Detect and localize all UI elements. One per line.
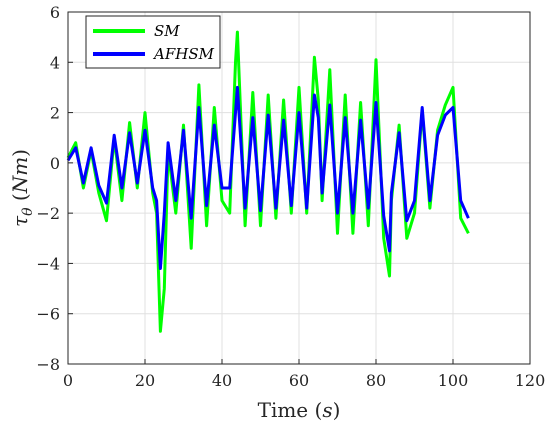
x-tick-label-1: 20 xyxy=(135,371,155,390)
x-tick-label-4: 80 xyxy=(366,371,386,390)
series-lines xyxy=(66,30,470,333)
x-tick-label-3: 60 xyxy=(289,371,309,390)
y-tick-label-0: −8 xyxy=(36,355,60,374)
x-tick-label-6: 120 xyxy=(515,371,546,390)
legend-box xyxy=(85,15,221,69)
y-tick-label-1: −6 xyxy=(36,305,60,324)
x-tick-label-0: 0 xyxy=(63,371,73,390)
y-tick-label-3: −2 xyxy=(36,204,60,223)
x-tick-label-2: 40 xyxy=(212,371,232,390)
x-axis-label: Time (s) xyxy=(258,398,341,422)
legend-label-afhsm: AFHSM xyxy=(152,45,215,63)
legend: SM AFHSM xyxy=(85,15,221,69)
y-tick-label-7: 6 xyxy=(50,3,60,22)
x-tick-label-5: 100 xyxy=(438,371,469,390)
axis-ticks: 0 20 40 60 80 100 120 −8 −6 −4 −2 0 2 4 6 xyxy=(36,3,545,390)
series-line-afhsm xyxy=(66,85,470,270)
y-tick-label-6: 4 xyxy=(50,53,60,72)
y-tick-label-2: −4 xyxy=(36,254,60,273)
y-tick-label-5: 2 xyxy=(50,104,60,123)
legend-label-sm: SM xyxy=(154,22,180,40)
y-tick-label-4: 0 xyxy=(50,154,60,173)
